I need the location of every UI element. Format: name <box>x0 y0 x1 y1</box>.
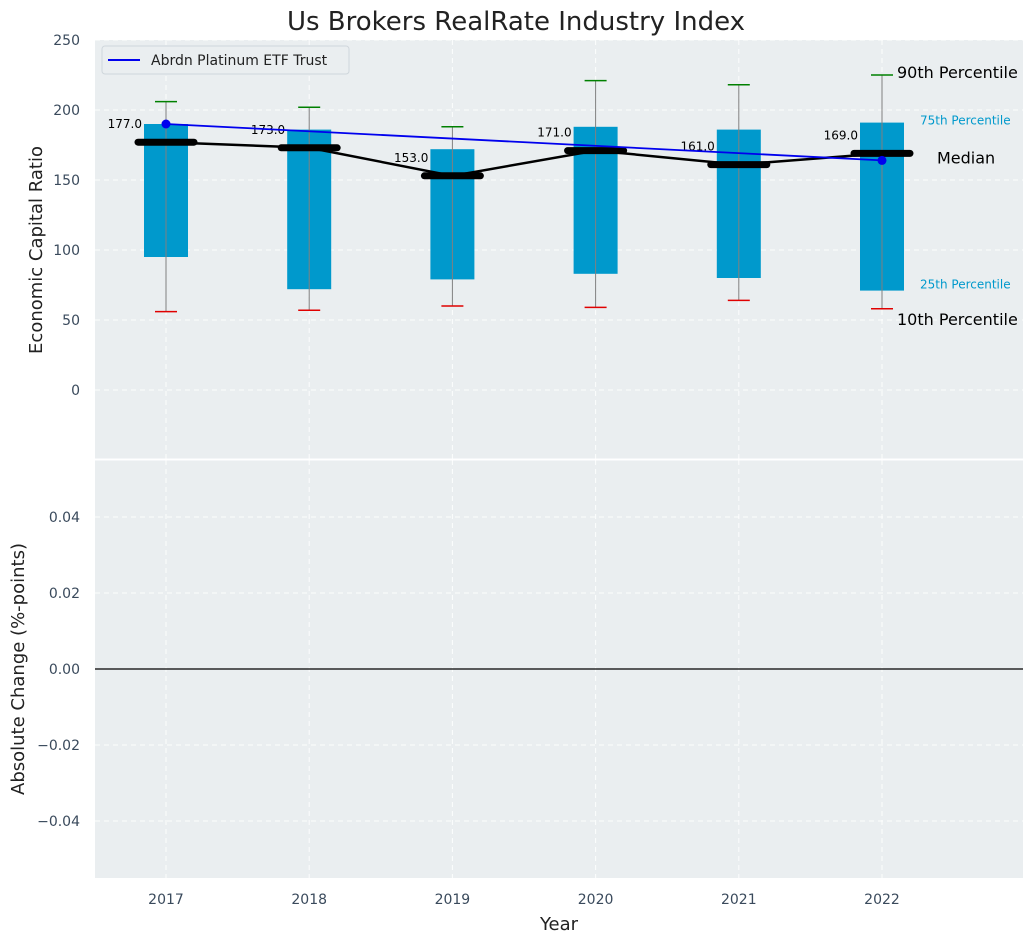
x-tick-label: 2019 <box>435 892 471 908</box>
x-tick-label: 2020 <box>578 892 614 908</box>
y-tick-label-bottom: −0.02 <box>37 738 80 754</box>
legend: Abrdn Platinum ETF Trust <box>101 45 350 75</box>
annotation-p25: 25th Percentile <box>920 278 1011 292</box>
y-tick-label-top: 250 <box>53 33 80 49</box>
median-value-label: 169.0 <box>824 128 858 142</box>
annotation-p75: 75th Percentile <box>920 114 1011 128</box>
x-tick-label: 2021 <box>721 892 757 908</box>
y-axis-label-bottom: Absolute Change (%-points) <box>8 543 29 795</box>
annotation-median: Median <box>937 148 995 167</box>
x-tick-label: 2022 <box>864 892 900 908</box>
chart-title: Us Brokers RealRate Industry Index <box>287 7 745 37</box>
y-tick-label-top: 0 <box>71 383 80 399</box>
legend-box <box>101 45 350 75</box>
median-value-label: 171.0 <box>537 126 571 140</box>
y-tick-label-bottom: 0.04 <box>49 510 80 526</box>
y-tick-label-bottom: 0.00 <box>49 662 80 678</box>
series-point-abrdn <box>877 155 887 165</box>
legend-label: Abrdn Platinum ETF Trust <box>151 53 328 69</box>
annotation-p90: 90th Percentile <box>897 63 1018 82</box>
series-line-abrdn <box>165 123 883 162</box>
annotation-p10: 10th Percentile <box>897 310 1018 329</box>
series-point-abrdn <box>161 119 171 129</box>
y-tick-label-top: 200 <box>53 103 80 119</box>
x-axis-label: Year <box>539 914 579 935</box>
x-tick-label: 2018 <box>291 892 327 908</box>
y-axis-label-top: Economic Capital Ratio <box>26 146 47 354</box>
y-tick-label-bottom: −0.04 <box>37 814 80 830</box>
x-tick-label: 2017 <box>148 892 184 908</box>
median-value-label: 177.0 <box>108 117 142 131</box>
y-tick-label-bottom: 0.02 <box>49 586 80 602</box>
y-tick-label-top: 50 <box>62 313 80 329</box>
median-value-label: 153.0 <box>394 151 428 165</box>
y-tick-label-top: 150 <box>53 173 80 189</box>
y-tick-label-top: 100 <box>53 243 80 259</box>
